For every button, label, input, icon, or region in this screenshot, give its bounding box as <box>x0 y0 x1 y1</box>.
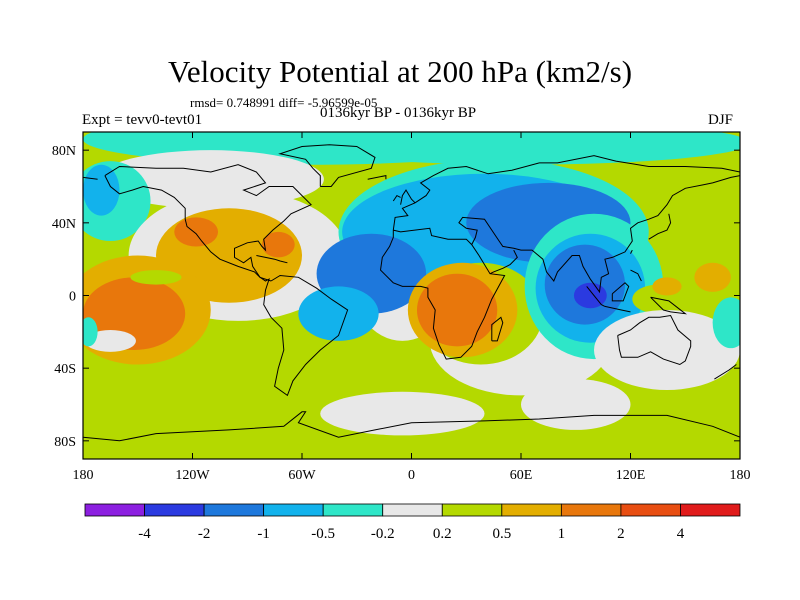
field-region <box>320 391 485 436</box>
coastline <box>611 282 630 302</box>
coastline <box>648 213 672 240</box>
coastline <box>458 175 740 294</box>
colorbar-bin <box>501 503 562 517</box>
colorbar-label: 4 <box>677 526 685 542</box>
colorbar-bin <box>84 503 145 517</box>
field-region <box>292 132 740 165</box>
colorbar-label: -2 <box>198 526 211 542</box>
colorbar: -4 -2 -1 -0.5 -0.2 0.2 0.5 1 2 4 <box>84 503 741 542</box>
coastline <box>278 144 376 187</box>
coastline <box>104 164 349 397</box>
coastline <box>650 296 688 315</box>
colorbar-label: 0.5 <box>492 526 511 542</box>
x-tick-label: 120W <box>175 468 210 483</box>
coastline <box>392 155 740 231</box>
colorbar-bin <box>203 503 265 517</box>
coastline <box>256 255 281 262</box>
colorbar-bin <box>382 503 443 517</box>
chart-title: Velocity Potential at 200 hPa (km2/s) <box>167 54 633 89</box>
coastline <box>630 269 642 282</box>
field-region <box>83 317 98 347</box>
field-region <box>521 379 631 430</box>
colorbar-label: -0.5 <box>311 526 335 542</box>
x-tick-label: 180 <box>730 468 751 483</box>
coastline <box>392 194 401 202</box>
y-tick-label: 40N <box>52 217 76 232</box>
x-tick-label: 180 <box>73 468 94 483</box>
x-tick-label: 60W <box>288 468 316 483</box>
colorbar-bin <box>263 503 324 517</box>
coastlines <box>83 144 740 442</box>
coastline <box>379 227 506 360</box>
y-tick-label: 80S <box>54 435 76 450</box>
colorbar-label: -0.2 <box>371 526 395 542</box>
colorbar-label: 0.2 <box>433 526 452 542</box>
y-tick-label: 40S <box>54 362 76 377</box>
field-region <box>130 270 182 285</box>
map-axes: 180 120W 60W 0 60E 120E 180 80N 40N 0 40S 80S <box>52 132 751 483</box>
coastline <box>83 176 98 180</box>
field-region <box>174 217 219 247</box>
colorbar-bin <box>680 503 741 517</box>
field-region <box>83 164 120 216</box>
colorbar-label: -4 <box>138 526 151 542</box>
stats-text: rmsd= 0.748991 diff= -5.96599e-05 <box>190 95 378 110</box>
field-region <box>652 277 682 296</box>
coastline <box>367 174 387 180</box>
coastline <box>400 189 416 205</box>
season-label: DJF <box>708 112 734 128</box>
coastline <box>714 364 737 380</box>
colorbar-label: 1 <box>558 526 566 542</box>
coastline <box>83 411 740 442</box>
period-label: 0136kyr BP - 0136kyr BP <box>320 105 477 121</box>
colorbar-bin <box>322 503 384 517</box>
field-region <box>261 231 295 258</box>
coastline <box>617 314 692 366</box>
coastline <box>586 286 606 307</box>
coastline <box>104 175 272 282</box>
experiment-label: Expt = tevv0-tevt01 <box>82 112 203 128</box>
field-region <box>694 262 731 292</box>
coastline <box>491 316 504 342</box>
coastline <box>630 249 633 254</box>
y-tick-label: 0 <box>69 290 76 305</box>
y-tick-label: 80N <box>52 144 76 159</box>
coastline <box>489 249 518 275</box>
field-region <box>712 297 740 349</box>
colorbar-bin <box>441 503 503 517</box>
colorbar-bin <box>620 503 681 517</box>
colorbar-bin <box>144 503 205 517</box>
colorbar-bin <box>560 503 622 517</box>
x-tick-label: 0 <box>408 468 415 483</box>
coastline <box>279 260 288 264</box>
colorbar-label: -1 <box>257 526 270 542</box>
field-region <box>298 286 379 341</box>
field-region <box>84 330 136 352</box>
x-tick-label: 120E <box>616 468 646 483</box>
colorbar-label: 2 <box>617 526 625 542</box>
x-tick-label: 60E <box>510 468 533 483</box>
map-field <box>83 132 740 459</box>
field-region <box>416 273 498 347</box>
coastline <box>604 305 631 313</box>
